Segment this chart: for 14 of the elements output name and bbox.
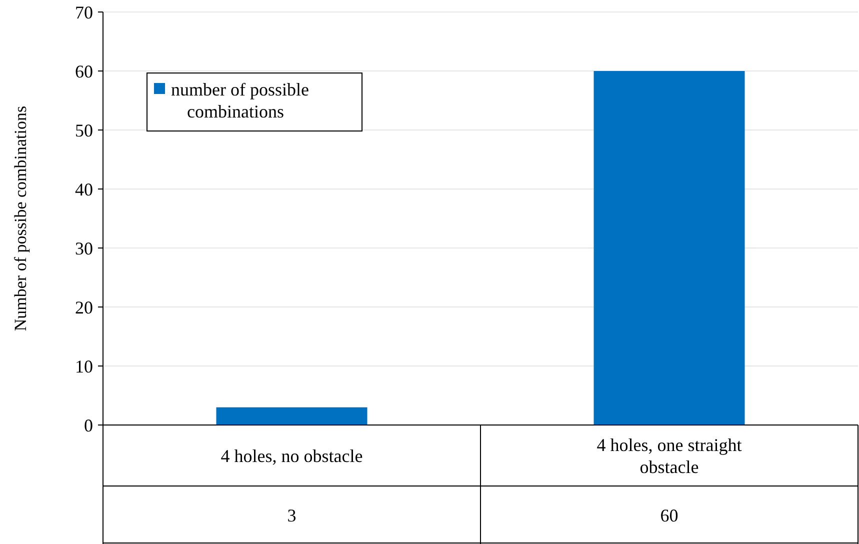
x-tick-label: 4 holes, no obstacle [220,446,363,466]
x-tick-label: 4 holes, one straight obstacle [596,434,742,477]
y-tick-label: 50 [75,120,93,140]
y-tick-label: 10 [75,356,93,376]
y-tick-label: 70 [75,2,93,22]
y-tick-label: 30 [75,238,93,258]
y-tick-label: 60 [75,61,93,82]
legend-label: number of possible combinations [171,79,309,122]
y-tick-label: 0 [84,415,93,436]
data-label: 3 [287,505,296,526]
y-tick-label: 40 [75,179,93,200]
y-axis-title: Number of possibe combinations [11,106,30,332]
y-tick-label: 20 [75,297,93,318]
data-label: 60 [660,505,678,526]
